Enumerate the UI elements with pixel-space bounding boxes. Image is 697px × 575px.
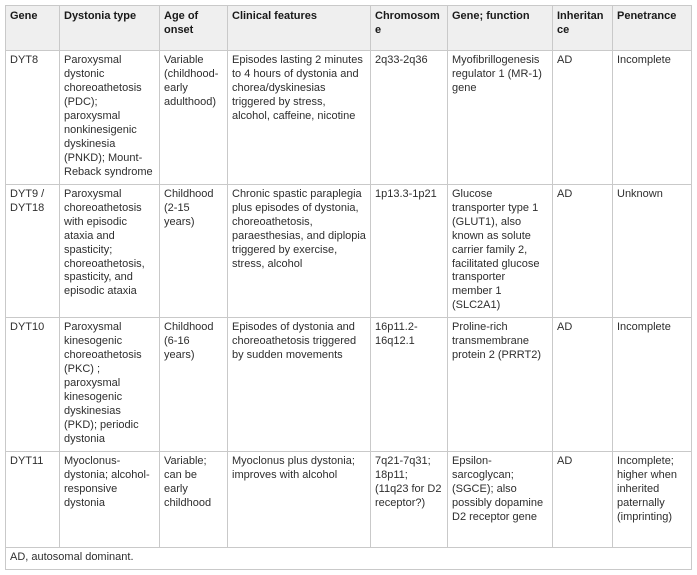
cell-chromosome: 7q21-7q31; 18p11; (11q23 for D2 receptor… — [370, 451, 448, 549]
cell-dystonia-type: Myoclonus-dystonia; alcohol-responsive d… — [59, 451, 160, 549]
cell-gene: DYT8 — [5, 49, 60, 185]
table-row-dyt9-dyt18: DYT9 / DYT18 Paroxysmal choreoathetosis … — [5, 183, 692, 319]
header-row: Gene Dystonia type Age of onset Clinical… — [5, 5, 692, 51]
cell-dystonia-type: Paroxysmal choreoathetosis with episodic… — [59, 183, 160, 319]
cell-clinical-features: Chronic spastic paraplegia plus episodes… — [227, 183, 371, 319]
column-header-age-of-onset: Age of onset — [159, 5, 228, 51]
cell-chromosome: 1p13.3-1p21 — [370, 183, 448, 319]
cell-age-of-onset: Childhood (6-16 years) — [159, 317, 228, 453]
column-header-dystonia-type: Dystonia type — [59, 5, 160, 51]
cell-chromosome: 2q33-2q36 — [370, 49, 448, 185]
cell-inheritance: AD — [552, 451, 613, 549]
cell-clinical-features: Episodes lasting 2 minutes to 4 hours of… — [227, 49, 371, 185]
column-header-gene-function: Gene; function — [447, 5, 553, 51]
cell-clinical-features: Myoclonus plus dystonia; improves with a… — [227, 451, 371, 549]
cell-gene-function: Proline-rich transmembrane protein 2 (PR… — [447, 317, 553, 453]
cell-gene-function: Myofibrillogenesis regulator 1 (MR-1) ge… — [447, 49, 553, 185]
cell-chromosome: 16p11.2-16q12.1 — [370, 317, 448, 453]
cell-clinical-features: Episodes of dystonia and choreoathetosis… — [227, 317, 371, 453]
column-header-gene: Gene — [5, 5, 60, 51]
dystonia-gene-table: Gene Dystonia type Age of onset Clinical… — [5, 5, 692, 571]
column-header-inheritance: Inheritance — [552, 5, 613, 51]
cell-age-of-onset: Childhood (2-15 years) — [159, 183, 228, 319]
cell-gene: DYT9 / DYT18 — [5, 183, 60, 319]
cell-gene: DYT10 — [5, 317, 60, 453]
cell-penetrance: Incomplete — [612, 49, 692, 185]
footnote-row: AD, autosomal dominant. — [5, 547, 692, 571]
cell-gene-function: Epsilon-sarcoglycan; (SGCE); also possib… — [447, 451, 553, 549]
cell-penetrance: Incomplete; higher when inherited patern… — [612, 451, 692, 549]
cell-inheritance: AD — [552, 317, 613, 453]
cell-age-of-onset: Variable (childhood-early adulthood) — [159, 49, 228, 185]
table-footnote: AD, autosomal dominant. — [5, 547, 692, 571]
table-row-dyt10: DYT10 Paroxysmal kinesogenic choreoathet… — [5, 317, 692, 453]
cell-penetrance: Incomplete — [612, 317, 692, 453]
cell-gene: DYT11 — [5, 451, 60, 549]
cell-penetrance: Unknown — [612, 183, 692, 319]
cell-dystonia-type: Paroxysmal dystonic choreoathetosis (PDC… — [59, 49, 160, 185]
cell-gene-function: Glucose transporter type 1 (GLUT1), also… — [447, 183, 553, 319]
cell-inheritance: AD — [552, 49, 613, 185]
cell-inheritance: AD — [552, 183, 613, 319]
table-row-dyt8: DYT8 Paroxysmal dystonic choreoathetosis… — [5, 49, 692, 185]
cell-dystonia-type: Paroxysmal kinesogenic choreoathetosis (… — [59, 317, 160, 453]
column-header-clinical-features: Clinical features — [227, 5, 371, 51]
column-header-chromosome: Chromosome — [370, 5, 448, 51]
table-row-dyt11: DYT11 Myoclonus-dystonia; alcohol-respon… — [5, 451, 692, 549]
cell-age-of-onset: Variable; can be early childhood — [159, 451, 228, 549]
column-header-penetrance: Penetrance — [612, 5, 692, 51]
